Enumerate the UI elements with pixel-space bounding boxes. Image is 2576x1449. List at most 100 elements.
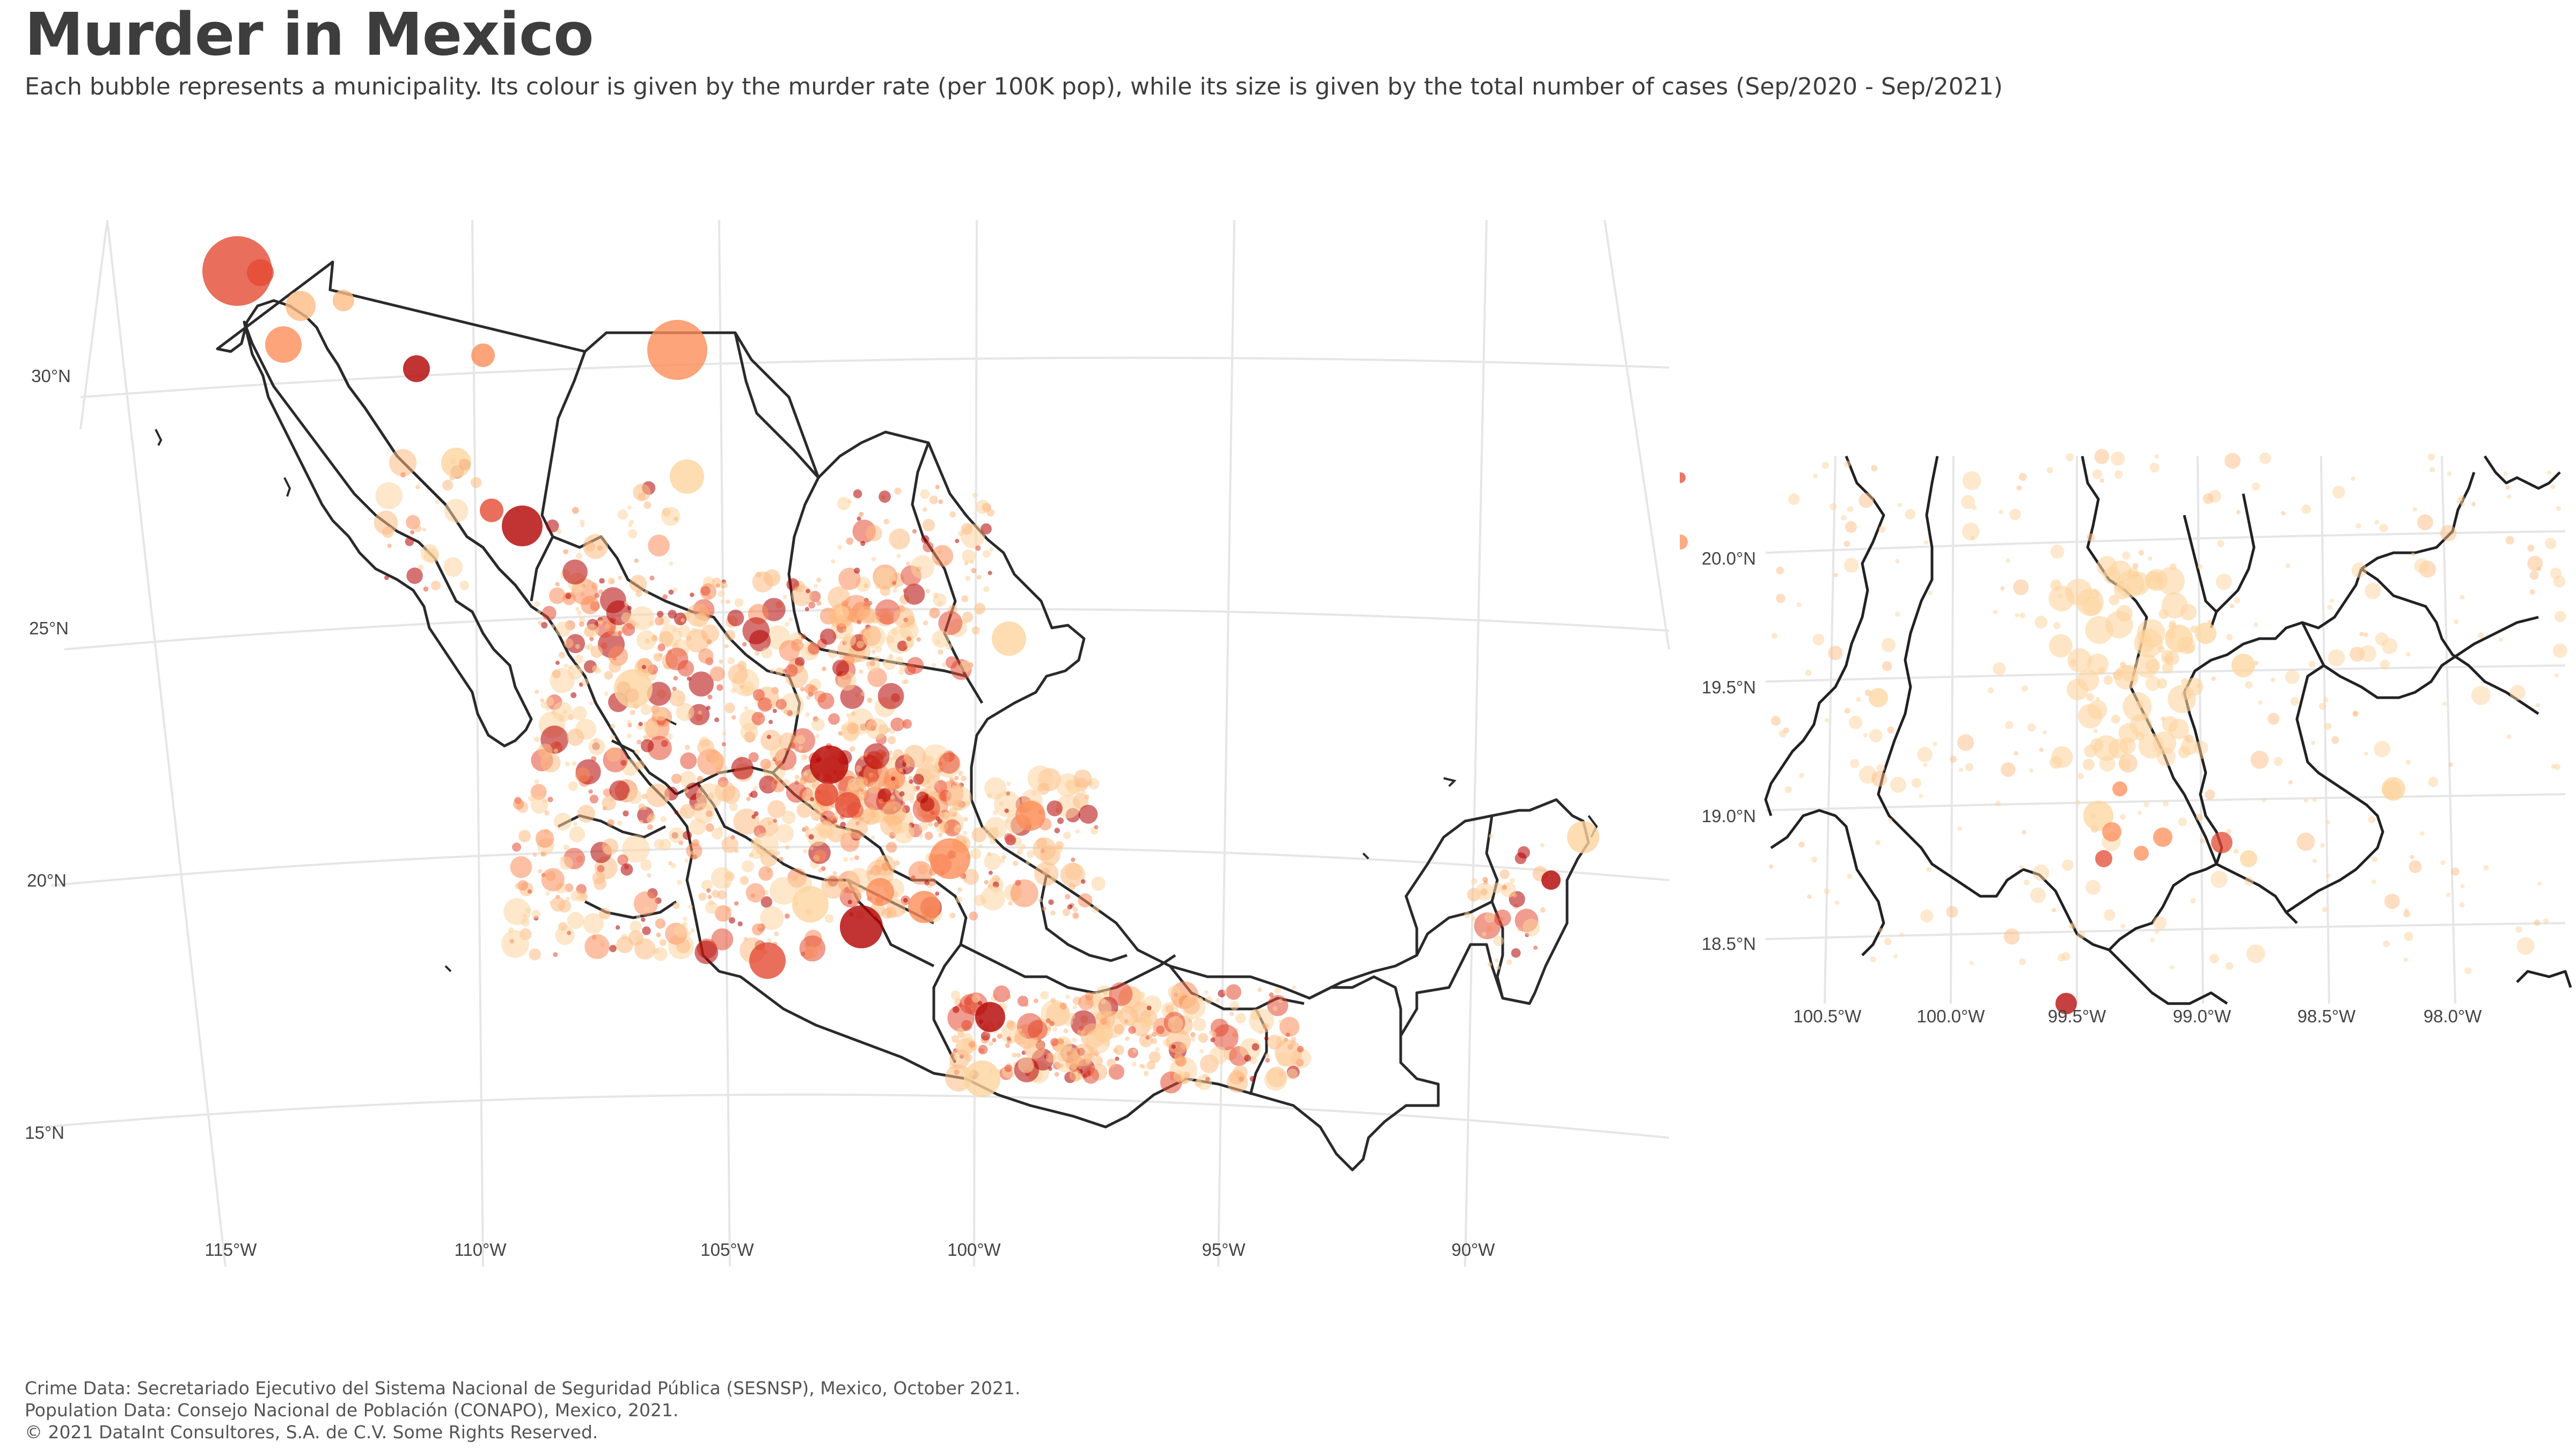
municipality-bubble	[1517, 927, 1522, 932]
municipality-bubble	[706, 888, 711, 893]
municipality-bubble	[2363, 751, 2368, 756]
municipality-bubble	[1064, 894, 1071, 900]
municipality-bubble	[2014, 751, 2018, 756]
municipality-bubble	[599, 578, 605, 584]
municipality-bubble	[2137, 810, 2142, 815]
municipality-bubble	[2301, 504, 2311, 514]
municipality-bubble	[578, 668, 583, 672]
municipality-bubble	[744, 706, 749, 711]
municipality-bubble	[1131, 1062, 1137, 1067]
municipality-bubble	[2145, 569, 2168, 591]
municipality-bubble	[788, 617, 793, 622]
municipality-bubble	[2547, 470, 2552, 475]
municipality-bubble	[592, 665, 600, 673]
municipality-bubble	[1829, 503, 1837, 510]
municipality-bubble	[640, 704, 652, 715]
municipality-bubble	[1212, 1024, 1239, 1051]
municipality-bubble	[927, 821, 933, 827]
municipality-bubble	[1844, 558, 1859, 573]
municipality-bubble	[911, 875, 916, 880]
municipality-bubble	[512, 843, 522, 852]
municipality-bubble	[922, 518, 935, 532]
municipality-bubble	[886, 635, 895, 644]
municipality-bubble	[1249, 1075, 1256, 1082]
municipality-bubble	[969, 911, 978, 921]
municipality-bubble	[598, 589, 603, 595]
municipality-bubble	[546, 519, 559, 533]
municipality-bubble	[1171, 1044, 1176, 1049]
municipality-bubble	[2326, 873, 2331, 878]
municipality-bubble	[532, 852, 537, 857]
municipality-bubble	[1863, 733, 1868, 738]
municipality-bubble	[1026, 860, 1030, 865]
municipality-bubble	[2331, 736, 2339, 744]
municipality-bubble	[2199, 838, 2205, 844]
municipality-bubble	[581, 678, 589, 686]
municipality-bubble	[775, 851, 780, 855]
municipality-bubble	[693, 612, 708, 628]
municipality-bubble	[1798, 841, 1805, 848]
municipality-bubble	[1871, 465, 1878, 472]
municipality-bubble	[1881, 638, 1896, 653]
municipality-bubble	[928, 877, 936, 887]
municipality-bubble	[569, 826, 586, 843]
municipality-bubble	[1249, 1057, 1257, 1064]
municipality-bubble	[903, 588, 908, 593]
municipality-bubble	[1788, 493, 1800, 505]
municipality-bubble	[896, 554, 901, 559]
municipality-bubble	[1770, 715, 1781, 726]
municipality-bubble	[920, 797, 935, 812]
municipality-bubble	[962, 1033, 973, 1044]
municipality-bubble	[724, 643, 729, 649]
municipality-bubble	[753, 811, 759, 816]
municipality-bubble	[567, 912, 584, 929]
municipality-bubble	[2374, 519, 2380, 525]
municipality-bubble	[879, 491, 891, 503]
municipality-bubble	[771, 778, 786, 793]
municipality-bubble	[988, 870, 993, 875]
municipality-bubble	[2516, 937, 2535, 955]
municipality-bubble	[923, 620, 928, 626]
municipality-bubble	[2000, 586, 2005, 591]
municipality-bubble	[975, 608, 983, 615]
municipality-bubble	[775, 699, 787, 710]
municipality-bubble	[963, 868, 979, 885]
municipality-bubble	[899, 663, 907, 671]
municipality-bubble	[1481, 932, 1487, 936]
municipality-bubble	[772, 708, 777, 713]
municipality-bubble	[935, 485, 940, 489]
municipality-bubble	[1017, 848, 1023, 854]
municipality-bubble	[910, 555, 935, 579]
inset-graticule	[1765, 456, 2566, 1004]
municipality-bubble	[982, 825, 988, 832]
municipality-bubble	[858, 778, 863, 784]
municipality-bubble	[897, 640, 908, 652]
municipality-bubble	[724, 630, 736, 641]
municipality-bubble	[2157, 678, 2168, 689]
municipality-bubble	[2303, 798, 2308, 803]
municipality-bubble	[2322, 906, 2328, 912]
municipality-bubble	[2027, 723, 2036, 732]
municipality-bubble	[624, 601, 629, 606]
municipality-bubble	[801, 634, 807, 640]
municipality-bubble	[570, 692, 577, 698]
municipality-bubble	[1845, 521, 1857, 533]
municipality-bubble	[502, 506, 543, 546]
municipality-bubble	[1203, 1073, 1208, 1078]
municipality-bubble	[740, 684, 744, 689]
municipality-bubble	[1126, 1018, 1136, 1027]
municipality-bubble	[1285, 1032, 1290, 1037]
municipality-bubble	[676, 939, 691, 954]
municipality-bubble	[951, 1035, 960, 1043]
municipality-bubble	[572, 507, 579, 514]
municipality-bubble	[2371, 856, 2378, 862]
municipality-bubble	[510, 856, 532, 879]
municipality-bubble	[749, 942, 786, 979]
municipality-bubble	[553, 813, 572, 831]
municipality-bubble	[953, 799, 964, 810]
municipality-bubble	[810, 809, 822, 821]
municipality-bubble	[1911, 778, 1922, 788]
municipality-bubble	[1059, 1064, 1064, 1069]
municipality-bubble	[954, 1069, 960, 1075]
municipality-bubble	[913, 773, 924, 785]
